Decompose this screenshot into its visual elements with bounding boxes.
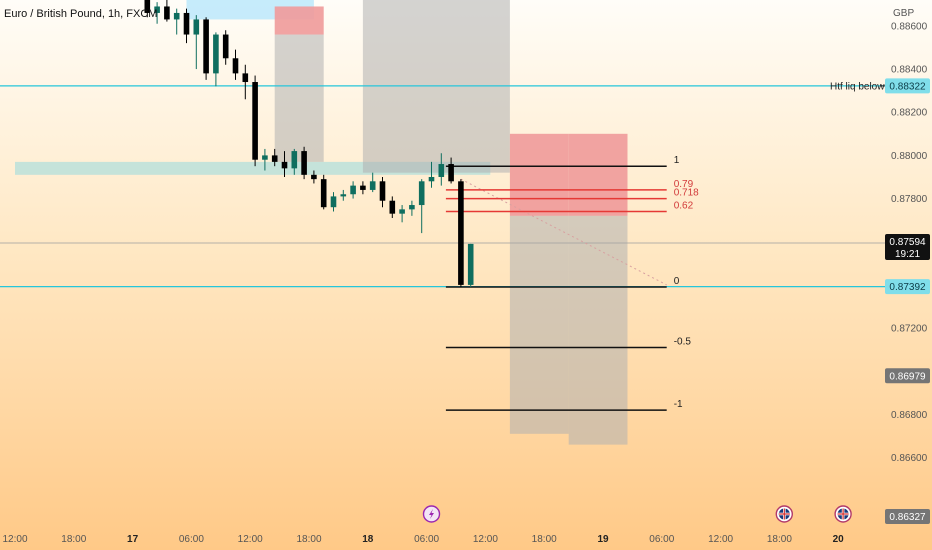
candle-body <box>399 209 405 214</box>
candle-body <box>311 174 317 180</box>
x-tick-label: 12:00 <box>2 534 27 545</box>
candle-body <box>301 151 307 175</box>
y-tick-label: 0.88600 <box>891 21 928 32</box>
x-tick-label: 19 <box>597 534 609 545</box>
candle-body <box>232 58 239 74</box>
y-tick-label: 0.88000 <box>891 151 928 162</box>
x-tick-label: 06:00 <box>414 534 439 545</box>
support-tag <box>885 279 930 295</box>
htf-liquidity-label: Htf liq below <box>830 81 885 92</box>
y-tick-label: 0.87200 <box>891 324 928 335</box>
support-tag-text: 0.87392 <box>889 282 926 293</box>
y-tick-label: 0.86800 <box>891 410 928 421</box>
x-tick-label: 17 <box>127 534 139 545</box>
x-tick-label: 18:00 <box>296 534 321 545</box>
candle-body <box>213 34 219 74</box>
y-tick-label: 0.88400 <box>891 65 928 76</box>
candle-body <box>448 164 454 182</box>
candle-body <box>428 176 435 182</box>
fib-level-label: -0.5 <box>674 336 692 347</box>
x-tick-label: 18:00 <box>61 534 86 545</box>
candle-body <box>330 196 337 208</box>
fib-level-label: 0.62 <box>674 201 694 212</box>
candle-body <box>369 181 376 190</box>
candle-body <box>173 12 180 20</box>
candle-body <box>438 164 445 177</box>
candle-body <box>389 200 396 214</box>
candle-body <box>418 181 425 206</box>
x-tick-label: 18:00 <box>767 534 792 545</box>
candle-body <box>379 181 386 201</box>
lightning-event-icon-glyph <box>429 509 434 519</box>
x-tick-label: 06:00 <box>649 534 674 545</box>
currency-label: GBP <box>893 8 914 19</box>
candle-body <box>144 0 151 13</box>
y-tick-label: 0.88200 <box>891 108 928 119</box>
current-price-tag <box>885 234 930 261</box>
htf-liq-tag <box>885 78 930 94</box>
candle-body <box>252 82 258 160</box>
position-box-1-target <box>274 34 324 162</box>
candle-body <box>291 151 298 169</box>
candle-body <box>154 6 160 13</box>
candle-body <box>281 161 288 169</box>
chart-title: Euro / British Pound, 1h, FXCM <box>4 8 157 20</box>
candle-body <box>360 185 366 190</box>
candle-body <box>203 19 209 74</box>
y-tick-label: 0.87800 <box>891 194 928 205</box>
fib-level-label: 0.79 <box>674 179 694 190</box>
short-box-2-target <box>568 215 628 445</box>
candle-body <box>340 194 347 197</box>
short-box-1-stop <box>509 133 569 216</box>
current-price-tag-time: 19:21 <box>895 249 920 260</box>
x-tick-label: 12:00 <box>473 534 498 545</box>
short-box-1-target <box>509 215 569 434</box>
candle-body <box>183 12 190 35</box>
candle-body <box>222 34 229 59</box>
fib-level-label: -1 <box>674 399 683 410</box>
y-tick-label: 0.86600 <box>891 453 928 464</box>
x-tick-label: 12:00 <box>238 534 263 545</box>
candle-body <box>164 6 170 20</box>
candle-body <box>320 179 327 208</box>
x-tick-label: 06:00 <box>179 534 204 545</box>
position-box-1-stop <box>274 6 324 35</box>
candle-body <box>271 155 278 162</box>
candle-body <box>193 19 200 35</box>
last-tag-text: 0.86327 <box>889 512 926 523</box>
projection-line <box>460 178 667 286</box>
level-tag-mid-text: 0.86979 <box>889 371 926 382</box>
candle-body <box>467 243 474 285</box>
candle-body <box>242 73 249 83</box>
candle-body <box>350 185 356 195</box>
x-tick-label: 18:00 <box>532 534 557 545</box>
level-tag-mid <box>885 368 930 384</box>
candle-body <box>458 181 464 285</box>
fib-level-label: 0 <box>674 276 680 287</box>
candle-body <box>409 205 415 210</box>
x-tick-label: 12:00 <box>708 534 733 545</box>
current-price-tag-text: 0.87594 <box>889 237 926 248</box>
last-tag <box>885 508 930 524</box>
short-box-2-stop <box>568 133 628 216</box>
candle-body <box>262 155 268 160</box>
fib-level-label: 0.718 <box>674 188 699 199</box>
x-tick-label: 18 <box>362 534 374 545</box>
x-tick-label: 20 <box>833 534 845 545</box>
fib-level-label: 1 <box>674 155 680 166</box>
htf-liq-tag-text: 0.88322 <box>889 81 926 92</box>
